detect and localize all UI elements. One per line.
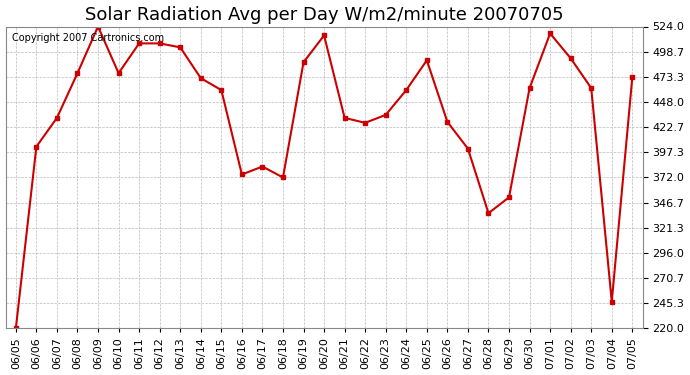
Title: Solar Radiation Avg per Day W/m2/minute 20070705: Solar Radiation Avg per Day W/m2/minute … [85,6,564,24]
Text: Copyright 2007 Cartronics.com: Copyright 2007 Cartronics.com [12,33,164,42]
